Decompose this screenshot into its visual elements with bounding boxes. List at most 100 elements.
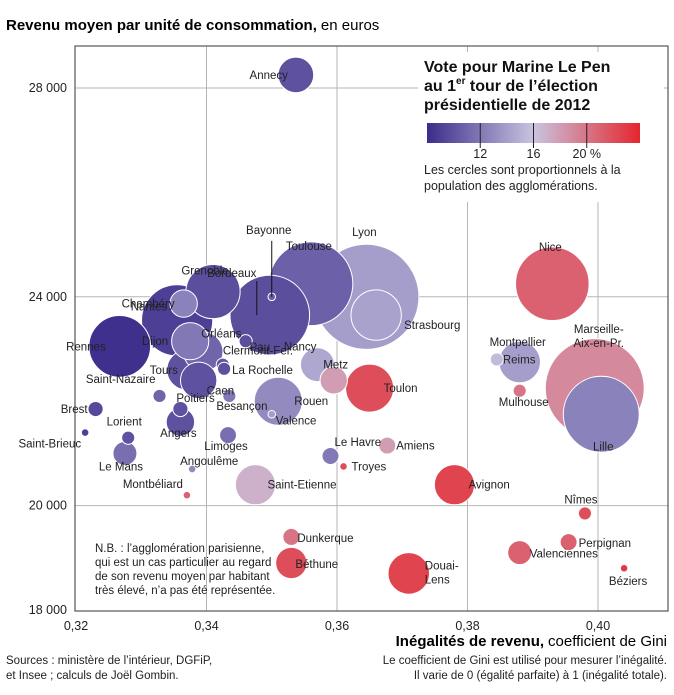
bubble-besancon [222,388,237,404]
x-tick-label-4: 0,40 [586,619,610,633]
bubble-perpignan [559,533,578,552]
legend-tick-label-2: 20 % [573,147,602,161]
bubble-limoges [219,426,238,445]
bubble-lille [562,375,640,453]
x-tick-label-3: 0,38 [455,619,479,633]
bubble-valence [267,409,277,419]
note: N.B. : l’agglomération parisienne, qui e… [95,543,275,597]
legend: Vote pour Marine Le Pen au 1er tour de l… [418,52,664,202]
bubble-reims [489,352,504,367]
y-tick-label-1: 20 000 [29,499,67,513]
x-tick-label-2: 0,36 [325,619,349,633]
label-chambery: Chambéry [122,299,175,311]
bubble-nimes [577,506,593,521]
legend-desc-line1: Les cercles sont proportionnels à la [424,163,621,177]
label-metz: Metz [323,359,348,371]
x-axis-title-unit: coefficient de Gini [548,633,667,650]
label-montpellier: Montpellier [490,337,546,349]
chart-title-main: Revenu moyen par unité de consommation, [6,17,317,34]
bubble-annecy [277,56,315,94]
legend-title-line2-suffix: tour de l’élection [465,78,597,95]
label-grenoble: Grenoble [181,266,228,278]
legend-tick-label-0: 12 [473,147,487,161]
bubble-rouen [253,376,303,426]
bubble-mulhouse [512,383,527,398]
label-nice: Nice [539,242,562,254]
bubble-chambery [169,289,198,318]
note-line-3: de son revenu moyen par habitant [95,571,270,583]
note-line-2: qui est un cas particulier au regard [95,557,271,569]
label-beziers: Béziers [609,576,648,588]
sources-line-2: et Insee ; calculs de Joël Gombin. [6,670,179,682]
label-saint-brieuc: Saint-Brieuc [18,439,81,451]
sources-line-1: Sources : ministère de l’intérieur, DGFi… [6,655,212,667]
label-reims: Reims [503,354,536,366]
bubble-bordeaux [229,274,311,356]
label-tours: Tours [150,365,178,377]
label-poitiers: Poitiers [176,393,215,405]
label-dijon: Dijon [142,336,168,348]
label-valence: Valence [276,415,317,427]
y-tick-label-2: 24 000 [29,290,67,304]
legend-title-line3: présidentielle de 2012 [424,97,590,114]
label-caen: Caen [207,385,235,397]
label-bayonne: Bayonne [246,225,291,237]
label-pau: Pau [250,342,270,354]
bubble-montbeliard [182,490,192,500]
bubble-saint-brieuc [80,428,90,437]
x-axis-note-1: Le coefficient de Gini est utilisé pour … [383,655,667,667]
legend-title-line2-sup: er [456,76,466,87]
label-besancon: Besançon [216,401,267,413]
bubble-avignon [433,464,476,506]
x-axis-title: Inégalités de revenu, coefficient de Gini [396,633,667,650]
label-dunkerque: Dunkerque [297,533,353,545]
label-toulon: Toulon [384,383,418,395]
label-la-rochelle: La Rochelle [232,365,293,377]
bubble-toulon [345,363,395,413]
y-tick-label-3: 28 000 [29,81,67,95]
legend-desc-line2: population des agglomérations. [424,179,598,193]
plot-frame [74,45,669,612]
label-brest: Brest [61,404,89,416]
label-saint-nazaire: Saint-Nazaire [86,374,156,386]
bubble-pau [238,334,253,349]
label-avignon: Avignon [468,480,509,492]
bubble-dunkerque [282,527,301,546]
label-strasbourg: Strasbourg [404,320,460,332]
label-perpignan: Perpignan [579,538,631,550]
label-valenciennes: Valenciennes [530,549,598,561]
bubble-nice [515,246,590,322]
bubble-le-havre [321,447,340,465]
x-axis: 0,32 0,34 0,36 0,38 0,40 [64,619,610,633]
label-troyes: Troyes [352,461,387,473]
label-angers: Angers [160,428,197,440]
legend-tick-label-1: 16 [527,147,541,161]
x-tick-label-1: 0,34 [194,619,218,633]
bubble-brest [87,400,104,418]
y-tick-label-0: 18 000 [29,603,67,617]
label-nancy: Nancy [284,342,317,354]
label-marseille-aix-en-pr: Marseille-Aix-en-Pr. [573,324,624,350]
bubble-poitiers [172,400,189,418]
bubble-beziers [619,563,629,573]
label-bordeaux: Bordeaux [207,268,256,280]
bubble-dijon [171,322,210,361]
label-lorient: Lorient [107,417,143,429]
x-tick-label-0: 0,32 [64,619,88,633]
bubble-bethune [275,546,308,580]
note-line-1: N.B. : l’agglomération parisienne, [95,543,264,555]
label-amiens: Amiens [396,441,435,453]
label-saint-etienne: Saint-Etienne [267,480,336,492]
label-nantes: Nantes [131,301,168,313]
label-montbeliard: Montbéliard [123,479,183,491]
legend-ticks: 12 16 20 % [473,123,601,161]
label-mulhouse: Mulhouse [499,397,549,409]
x-axis-title-main: Inégalités de revenu, [396,633,544,650]
label-limoges: Limoges [204,441,248,453]
label-le-mans: Le Mans [99,461,143,473]
y-axis: 18 000 20 000 24 000 28 000 [29,81,67,617]
label-annecy: Annecy [250,70,289,82]
bubble-valenciennes [507,540,533,566]
x-axis-note-2: Il varie de 0 (égalité parfaite) à 1 (in… [414,670,667,682]
bubble-lorient [121,430,136,445]
